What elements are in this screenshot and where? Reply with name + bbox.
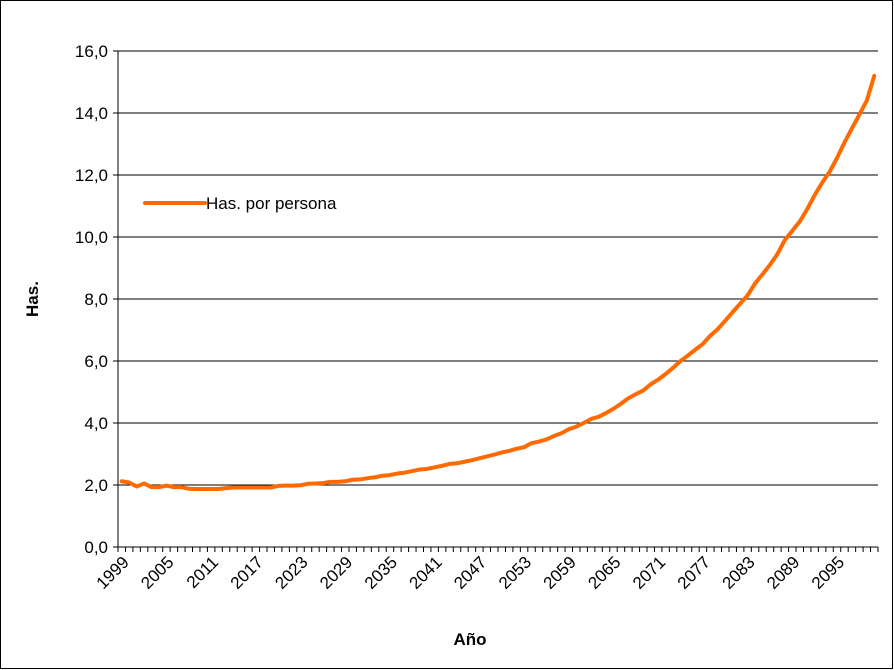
legend-label: Has. por persona	[206, 194, 337, 213]
data-line	[119, 73, 877, 492]
y-tick-label: 16,0	[75, 42, 108, 61]
y-tick-label: 2,0	[84, 476, 108, 495]
y-tick-label: 10,0	[75, 228, 108, 247]
y-tick-label: 8,0	[84, 290, 108, 309]
y-axis-title: Has.	[23, 281, 42, 317]
y-tick-label: 0,0	[84, 538, 108, 557]
y-tick-label: 6,0	[84, 352, 108, 371]
x-axis-title: Año	[453, 630, 486, 649]
y-tick-label: 14,0	[75, 104, 108, 123]
y-tick-label: 12,0	[75, 166, 108, 185]
y-tick-label: 4,0	[84, 414, 108, 433]
